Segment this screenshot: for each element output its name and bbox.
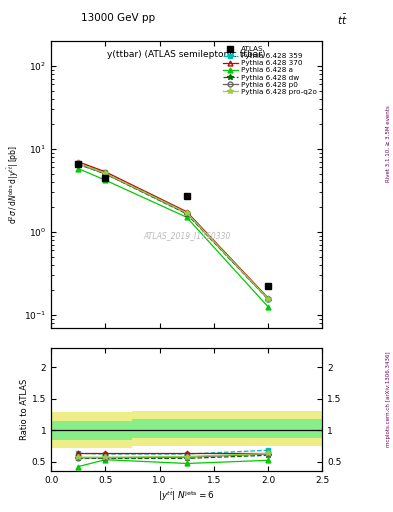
X-axis label: $|y^{t\bar{t}}|\;N^\mathrm{jets} = 6$: $|y^{t\bar{t}}|\;N^\mathrm{jets} = 6$ [158,487,215,503]
Text: 13000 GeV pp: 13000 GeV pp [81,13,155,23]
Text: mcplots.cern.ch [arXiv:1306.3436]: mcplots.cern.ch [arXiv:1306.3436] [386,352,391,447]
Y-axis label: Ratio to ATLAS: Ratio to ATLAS [20,379,29,440]
Text: Rivet 3.1.10, ≥ 3.5M events: Rivet 3.1.10, ≥ 3.5M events [386,105,391,182]
Text: y(ttbar) (ATLAS semileptonic ttbar): y(ttbar) (ATLAS semileptonic ttbar) [107,50,266,58]
Y-axis label: $\mathrm{d}^2\sigma\,/\,\mathrm{d}N^\mathrm{obs}\,\mathrm{d}|y^{t\bar{t}}|\;[\ma: $\mathrm{d}^2\sigma\,/\,\mathrm{d}N^\mat… [6,145,21,224]
Legend: ATLAS, Pythia 6.428 359, Pythia 6.428 370, Pythia 6.428 a, Pythia 6.428 dw, Pyth: ATLAS, Pythia 6.428 359, Pythia 6.428 37… [221,45,319,96]
Text: ATLAS_2019_I1750330: ATLAS_2019_I1750330 [143,231,230,241]
Text: $t\bar{t}$: $t\bar{t}$ [337,13,347,27]
